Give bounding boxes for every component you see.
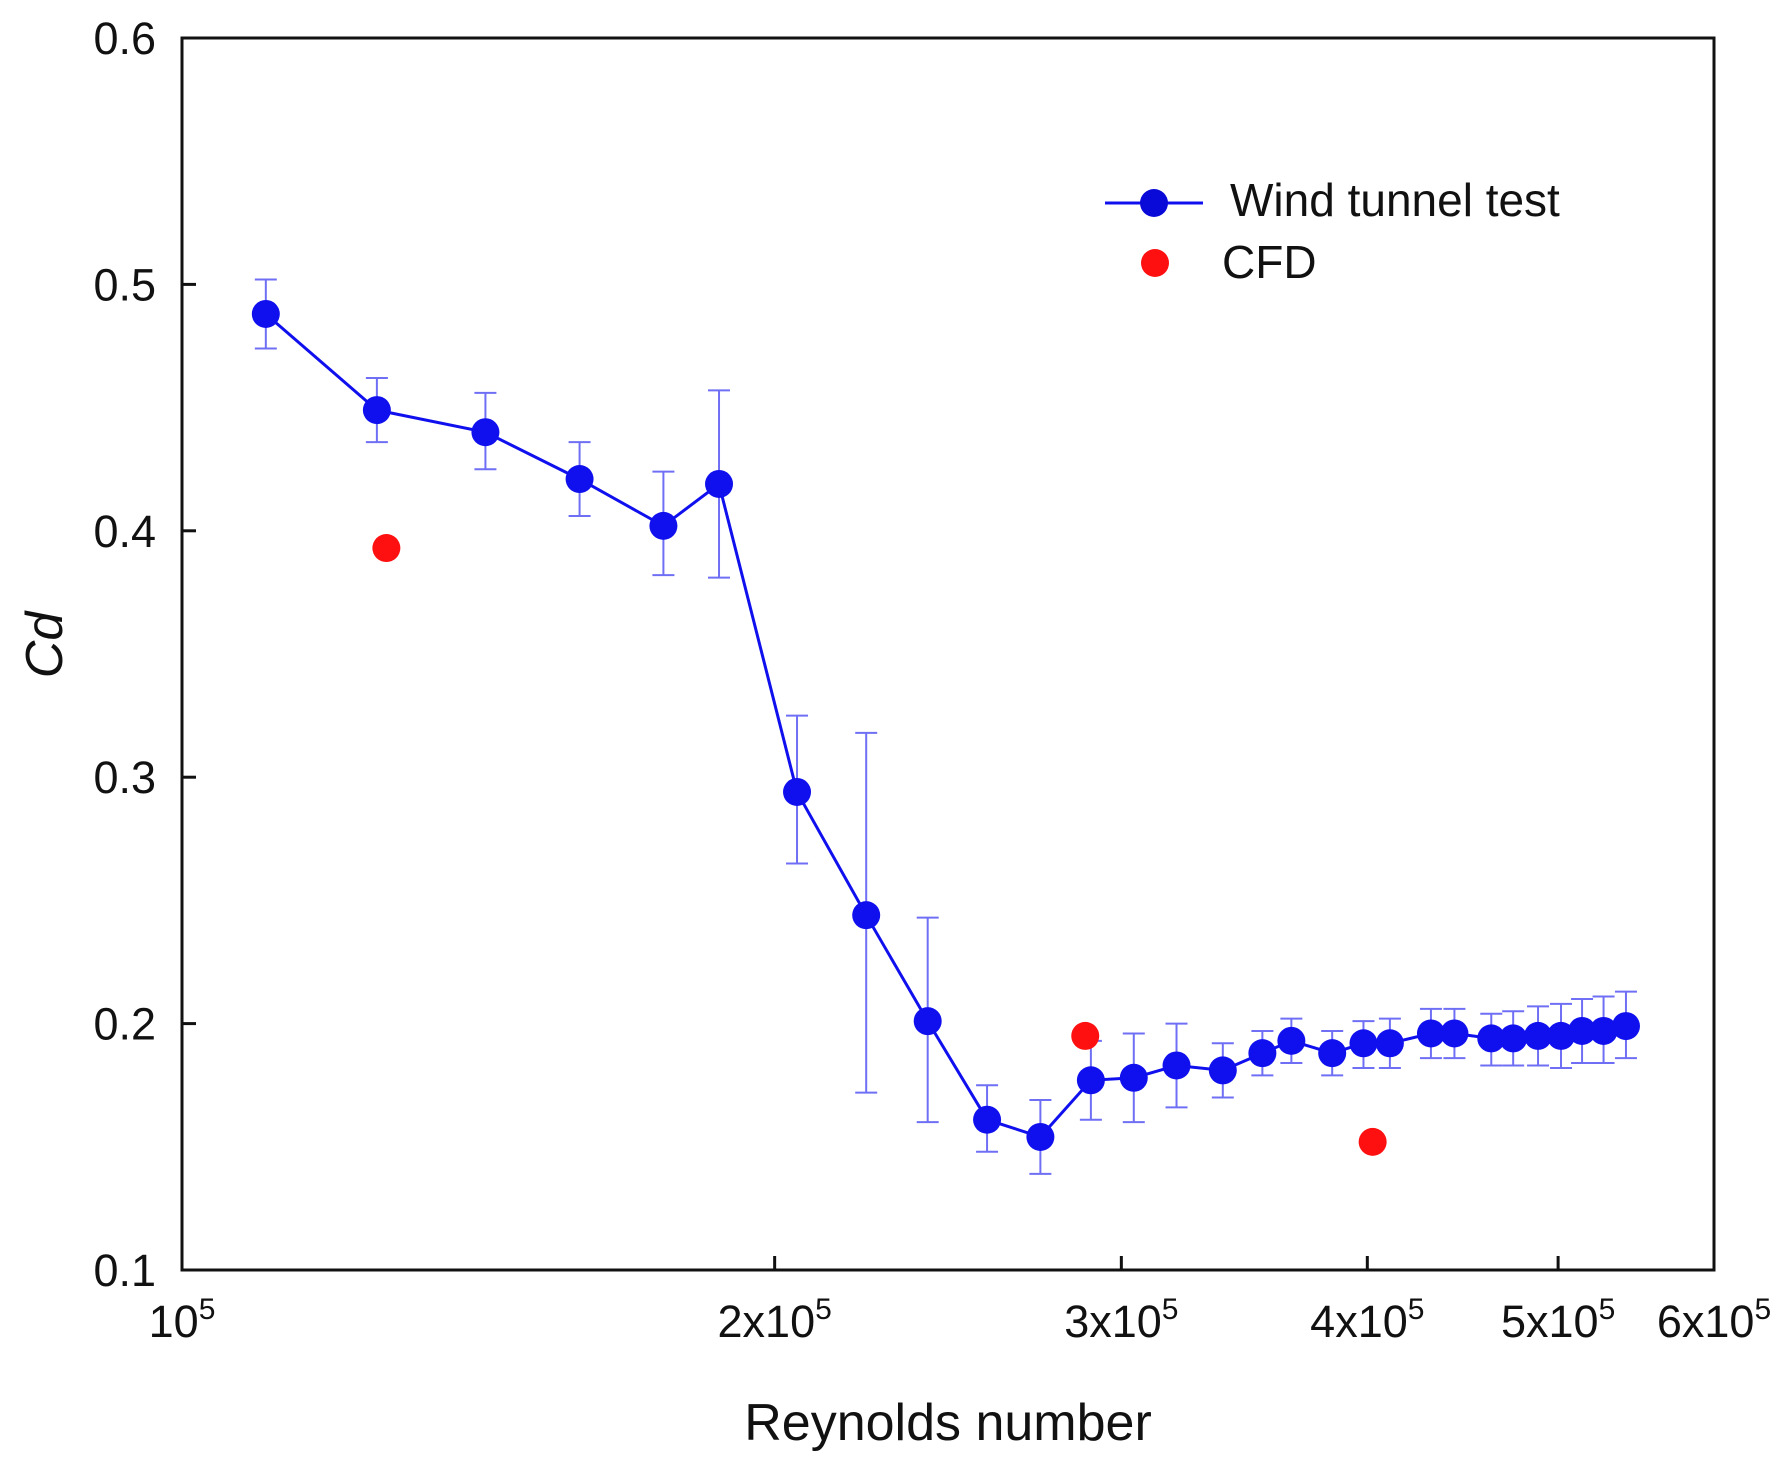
- x-tick-label: 4x105: [1310, 1293, 1424, 1347]
- wind-tunnel-point: [1208, 1056, 1237, 1085]
- legend-label-cfd: CFD: [1222, 236, 1317, 288]
- y-tick-label: 0.1: [93, 1245, 156, 1296]
- wind-tunnel-point: [251, 299, 280, 328]
- wind-tunnel-point: [852, 901, 881, 930]
- wind-tunnel-point: [1524, 1021, 1553, 1050]
- y-tick-label: 0.3: [93, 752, 156, 803]
- wind-tunnel-point: [1547, 1021, 1576, 1050]
- x-tick-label: 2x105: [718, 1293, 832, 1347]
- series-layer: [251, 278, 1640, 1175]
- wind-tunnel-point: [973, 1105, 1002, 1134]
- wind-tunnel-point: [1119, 1063, 1148, 1092]
- y-axis-ticks: 0.1 0.2 0.3 0.4 0.5 0.6: [93, 13, 196, 1296]
- wind-tunnel-point: [1589, 1016, 1618, 1045]
- wind-tunnel-point: [1416, 1019, 1445, 1048]
- wind-tunnel-point: [362, 396, 391, 425]
- wind-tunnel-point: [1477, 1024, 1506, 1053]
- x-tick-label: 5x105: [1501, 1293, 1615, 1347]
- wind-tunnel-point: [1076, 1066, 1105, 1095]
- wind-tunnel-point: [649, 511, 678, 540]
- wind-tunnel-point: [913, 1007, 942, 1036]
- wind-tunnel-point: [783, 777, 812, 806]
- wind-tunnel-point: [1440, 1019, 1469, 1048]
- y-tick-label: 0.4: [93, 506, 156, 557]
- wind-tunnel-point: [1248, 1039, 1277, 1068]
- wind-tunnel-point: [1499, 1024, 1528, 1053]
- cfd-point: [372, 534, 401, 563]
- wind-tunnel-point: [1568, 1016, 1597, 1045]
- wind-tunnel-point: [1162, 1051, 1191, 1080]
- wind-tunnel-point: [705, 469, 734, 498]
- y-tick-label: 0.5: [93, 259, 156, 310]
- plot-frame: [180, 36, 1716, 1272]
- x-tick-label: 105: [149, 1293, 216, 1347]
- legend: Wind tunnel test CFD: [1105, 174, 1560, 288]
- x-axis-ticks: 105 2x105 3x105 4x105 5x105 6x105: [149, 1256, 1771, 1347]
- y-tick-label: 0.2: [93, 999, 156, 1050]
- x-tick-label: 6x105: [1657, 1293, 1771, 1347]
- legend-label-wind-tunnel: Wind tunnel test: [1230, 174, 1560, 226]
- wind-tunnel-point: [565, 465, 594, 494]
- wind-tunnel-point: [1026, 1122, 1055, 1151]
- wind-tunnel-line: [264, 312, 1627, 1139]
- wind-tunnel-point: [471, 418, 500, 447]
- wind-tunnel-point: [1349, 1029, 1378, 1058]
- wind-tunnel-point: [1611, 1012, 1640, 1041]
- x-axis-title: Reynolds number: [744, 1394, 1152, 1452]
- cfd-point: [1071, 1021, 1100, 1050]
- legend-marker-cfd: [1141, 249, 1169, 277]
- x-tick-label: 3x105: [1064, 1293, 1178, 1347]
- wind-tunnel-point: [1375, 1029, 1404, 1058]
- legend-marker-wind-tunnel: [1140, 189, 1168, 217]
- y-axis-title: Cd: [16, 610, 74, 679]
- wind-tunnel-point: [1318, 1039, 1347, 1068]
- wind-tunnel-point: [1277, 1026, 1306, 1055]
- cfd-point: [1358, 1127, 1387, 1156]
- y-tick-label: 0.6: [93, 13, 156, 64]
